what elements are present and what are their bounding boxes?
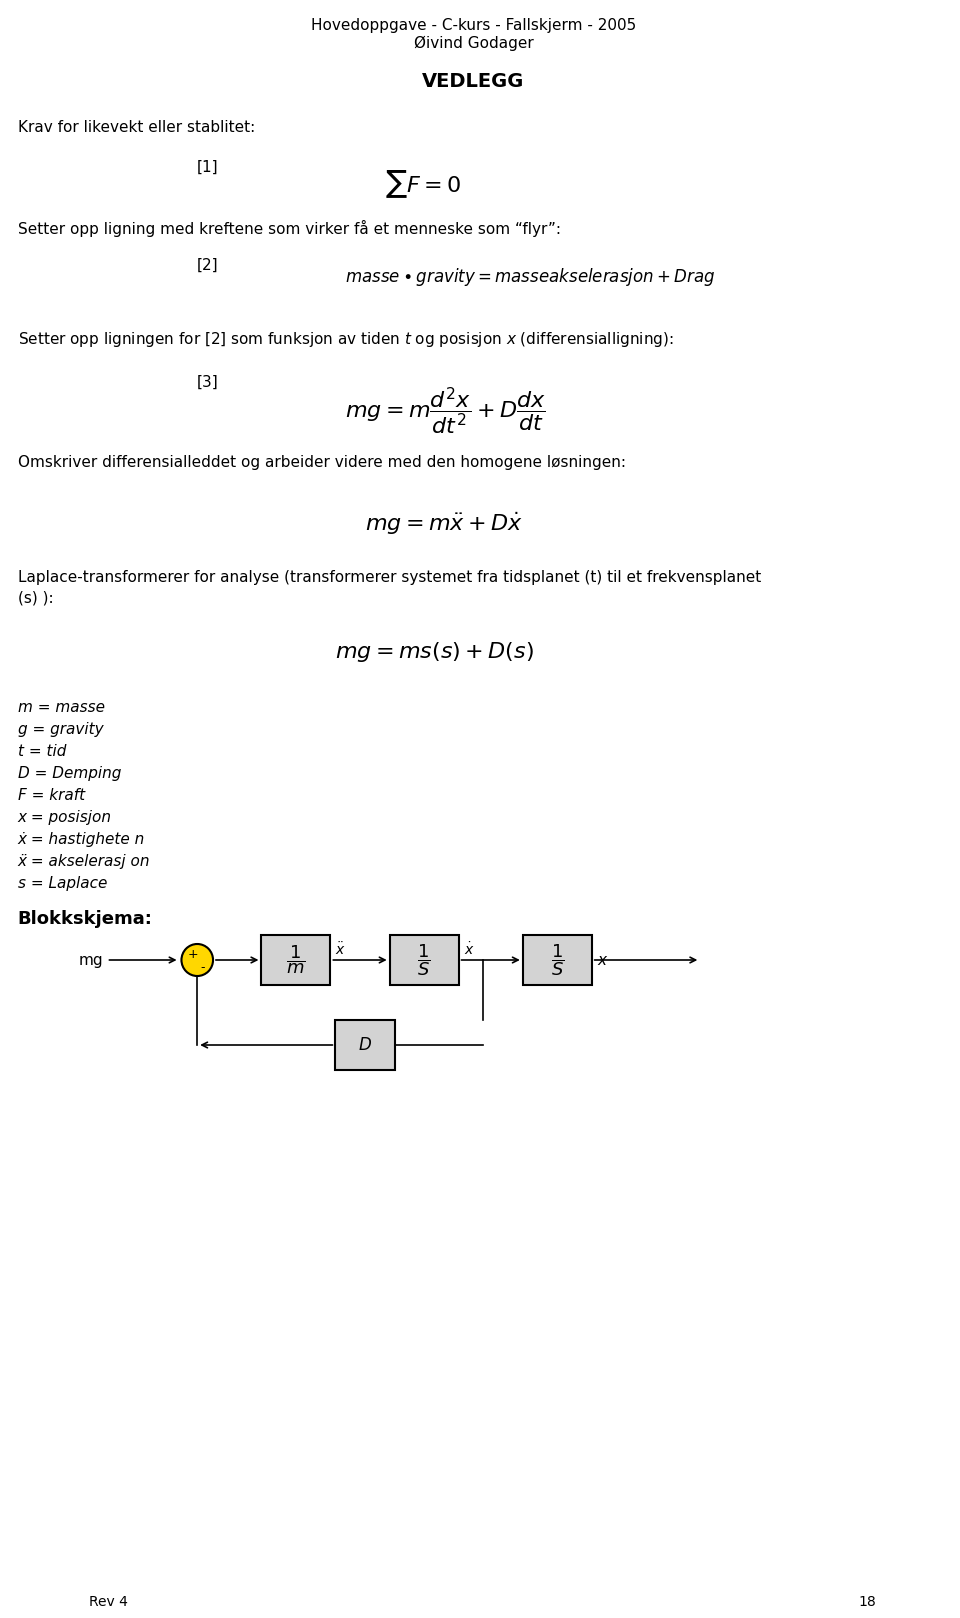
FancyBboxPatch shape: [390, 935, 459, 985]
Text: g = gravity: g = gravity: [17, 722, 104, 738]
Text: F = kraft: F = kraft: [17, 788, 84, 803]
Text: $mg = m\dfrac{d^2x}{dt^2} + D\dfrac{dx}{dt}$: $mg = m\dfrac{d^2x}{dt^2} + D\dfrac{dx}{…: [346, 385, 546, 437]
Text: $mg = m\ddot{x} + D\dot{x}$: $mg = m\ddot{x} + D\dot{x}$: [365, 510, 522, 537]
Text: [1]: [1]: [197, 160, 219, 175]
Text: Øivind Godager: Øivind Godager: [414, 36, 533, 52]
Text: m = masse: m = masse: [17, 701, 105, 715]
Text: $x$: $x$: [597, 953, 609, 968]
Text: [2]: [2]: [197, 257, 219, 273]
Text: s = Laplace: s = Laplace: [17, 875, 108, 892]
Text: t = tid: t = tid: [17, 744, 66, 759]
Text: Setter opp ligningen for [2] som funksjon av tiden $t$ og posisjon $x$ (differen: Setter opp ligningen for [2] som funksjo…: [17, 330, 674, 349]
Text: $mg = ms(s) + D(s)$: $mg = ms(s) + D(s)$: [335, 641, 534, 663]
Text: D = Demping: D = Demping: [17, 765, 121, 781]
Text: ẍ = akselerasj on: ẍ = akselerasj on: [17, 854, 151, 869]
Text: mg: mg: [79, 953, 104, 968]
Text: Blokkskjema:: Blokkskjema:: [17, 909, 153, 929]
Text: $\dot{x}$: $\dot{x}$: [464, 942, 474, 958]
Text: $\dfrac{1}{S}$: $\dfrac{1}{S}$: [418, 942, 431, 977]
Text: $\sum F = 0$: $\sum F = 0$: [385, 168, 461, 201]
Text: Hovedoppgave - C-kurs - Fallskjerm - 2005: Hovedoppgave - C-kurs - Fallskjerm - 200…: [311, 18, 636, 32]
FancyBboxPatch shape: [335, 1019, 395, 1069]
Text: +: +: [188, 948, 199, 961]
Text: Rev 4: Rev 4: [88, 1595, 128, 1608]
Text: Omskriver differensialleddet og arbeider videre med den homogene løsningen:: Omskriver differensialleddet og arbeider…: [17, 455, 626, 469]
Text: 18: 18: [858, 1595, 876, 1608]
FancyBboxPatch shape: [522, 935, 591, 985]
Text: VEDLEGG: VEDLEGG: [422, 71, 524, 91]
Circle shape: [181, 943, 213, 976]
Text: ẋ = hastighete n: ẋ = hastighete n: [17, 832, 145, 846]
Text: x = posisjon: x = posisjon: [17, 811, 111, 825]
Text: $\dfrac{1}{m}$: $\dfrac{1}{m}$: [286, 943, 305, 976]
FancyBboxPatch shape: [261, 935, 330, 985]
Text: -: -: [200, 961, 204, 974]
Text: Krav for likevekt eller stablitet:: Krav for likevekt eller stablitet:: [17, 120, 255, 134]
Text: $\dfrac{1}{S}$: $\dfrac{1}{S}$: [550, 942, 564, 977]
Text: $\ddot{x}$: $\ddot{x}$: [335, 942, 346, 958]
Text: Laplace-transformerer for analyse (transformerer systemet fra tidsplanet (t) til: Laplace-transformerer for analyse (trans…: [17, 570, 761, 586]
Text: $D$: $D$: [358, 1036, 372, 1053]
Text: Setter opp ligning med kreftene som virker få et menneske som “flyr”:: Setter opp ligning med kreftene som virk…: [17, 220, 561, 236]
Text: $masse \bullet gravity = masseakselerasjon + Drag$: $masse \bullet gravity = masseakselerasj…: [346, 265, 715, 288]
Text: [3]: [3]: [197, 375, 219, 390]
Text: (s) ):: (s) ):: [17, 591, 54, 605]
